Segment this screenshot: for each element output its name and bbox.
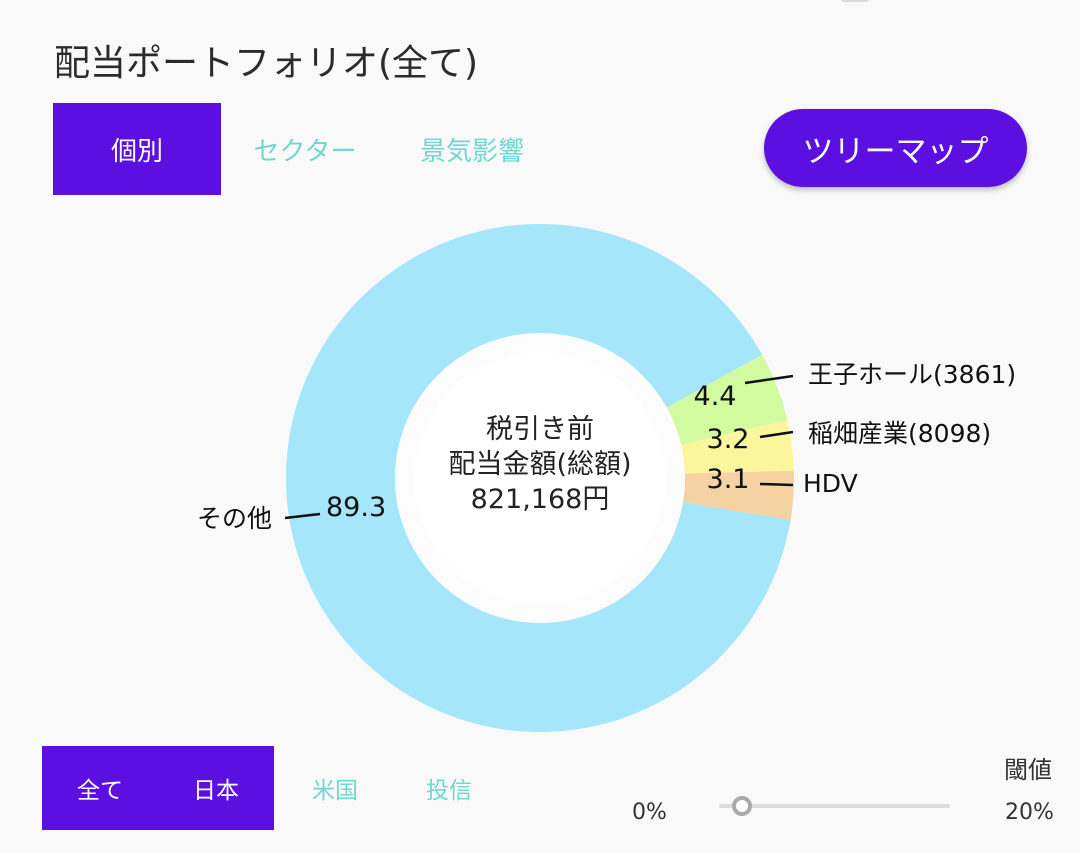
tab-sector[interactable]: セクター — [253, 136, 357, 167]
threshold-label: 閾値 — [1004, 756, 1052, 784]
slider-min-label: 0% — [632, 800, 667, 825]
scroll-indicator — [838, 0, 872, 2]
label-leader-line-3 — [759, 482, 794, 487]
pie-value-label-0: 89.3 — [326, 492, 386, 523]
treemap-button[interactable]: ツリーマップ — [764, 109, 1027, 187]
tab-japan[interactable]: 日本 — [158, 746, 274, 830]
tab-individual[interactable]: 個別 — [53, 103, 221, 195]
center-label-amount: 821,168円 — [470, 484, 610, 515]
center-label-line1: 税引き前 — [486, 414, 594, 445]
center-label-line2: 配当金額(総額) — [448, 449, 632, 480]
pie-category-label-2: 稲畑産業(8098) — [808, 419, 991, 448]
page-title: 配当ポートフォリオ(全て) — [54, 43, 479, 84]
tab-economic-impact[interactable]: 景気影響 — [419, 136, 524, 167]
tab-funds[interactable]: 投信 — [426, 778, 472, 804]
pie-slice-0[interactable] — [285, 223, 791, 733]
tab-us[interactable]: 米国 — [312, 778, 358, 804]
pie-value-label-3: 3.1 — [707, 464, 750, 495]
pie-value-label-2: 3.2 — [707, 424, 750, 455]
pie-value-label-1: 4.4 — [694, 381, 737, 412]
label-leader-line-0 — [284, 512, 321, 520]
pie-slice-1[interactable] — [666, 354, 788, 445]
pie-category-label-3: HDV — [803, 469, 858, 498]
tab-all[interactable]: 全て — [42, 746, 158, 830]
donut-hole — [414, 352, 666, 604]
label-leader-line-2 — [759, 430, 794, 439]
pie-category-label-0: その他 — [197, 504, 272, 533]
threshold-slider-track[interactable] — [719, 804, 950, 808]
label-leader-line-1 — [744, 374, 794, 385]
threshold-slider-thumb[interactable] — [732, 796, 753, 816]
chart-center-label: 税引き前 配当金額(総額) 821,168円 — [420, 412, 660, 517]
pie-slice-2[interactable] — [681, 420, 794, 474]
slider-max-label: 20% — [1005, 800, 1054, 825]
pie-category-label-1: 王子ホール(3861) — [808, 360, 1016, 389]
